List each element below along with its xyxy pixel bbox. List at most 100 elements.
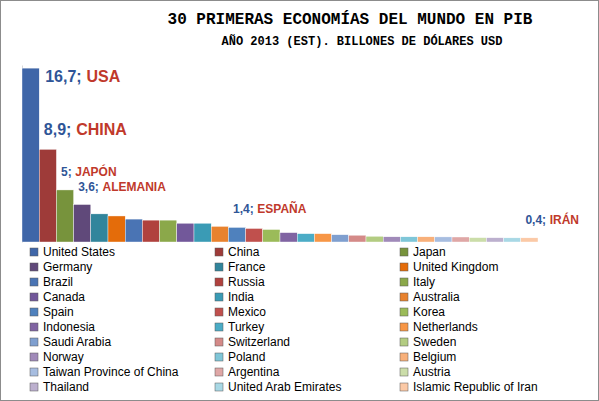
bar: [452, 237, 469, 242]
legend-swatch: [400, 278, 408, 286]
legend-item: Mexico: [215, 305, 266, 319]
legend-swatch: [215, 368, 223, 376]
legend-item: Canada: [30, 290, 85, 304]
legend-swatch: [215, 353, 223, 361]
bar: [228, 227, 245, 242]
legend-swatch: [215, 383, 223, 391]
legend-label: Saudi Arabia: [43, 335, 111, 349]
legend-swatch: [400, 293, 408, 301]
legend-label: Germany: [43, 260, 92, 274]
legend-label: Australia: [413, 290, 460, 304]
legend-label: Japan: [413, 245, 446, 259]
bar: [280, 233, 297, 242]
subtitle: AÑO 2013 (EST). BILLONES DE DÓLARES USD: [222, 34, 503, 49]
legend-label: Argentina: [228, 365, 280, 379]
legend-swatch: [30, 338, 38, 346]
legend-item: China: [215, 245, 260, 259]
value-label: 0,4;: [525, 213, 546, 227]
legend-label: Russia: [228, 275, 265, 289]
annotation: ALEMANIA: [102, 180, 166, 194]
bar: [22, 68, 39, 242]
data-label: 8,9;CHINA: [44, 121, 127, 138]
legend-swatch: [400, 368, 408, 376]
legend-swatch: [215, 278, 223, 286]
legend-swatch: [30, 248, 38, 256]
legend-swatch: [400, 383, 408, 391]
bar: [349, 235, 366, 242]
legend-item: Australia: [400, 290, 460, 304]
bar: [108, 216, 125, 242]
legend-item: Netherlands: [400, 320, 478, 334]
legend-item: Poland: [215, 350, 265, 364]
legend-label: Italy: [413, 275, 435, 289]
bar: [314, 234, 331, 242]
bar: [469, 238, 486, 242]
legend-item: Italy: [400, 275, 435, 289]
value-label: 16,7;: [45, 68, 81, 85]
legend-item: Korea: [400, 305, 445, 319]
bar: [125, 219, 142, 242]
legend-swatch: [30, 383, 38, 391]
bar: [160, 220, 177, 242]
chart: 30 PRIMERAS ECONOMÍAS DEL MUNDO EN PIBAÑ…: [0, 0, 599, 401]
value-label: 1,4;: [233, 202, 254, 216]
legend-swatch: [30, 263, 38, 271]
legend-swatch: [215, 263, 223, 271]
bar: [486, 238, 503, 242]
legend-item: Brazil: [30, 275, 73, 289]
bar: [91, 214, 108, 242]
legend-label: Netherlands: [413, 320, 478, 334]
legend-item: United States: [30, 245, 115, 259]
legend-label: Turkey: [228, 320, 264, 334]
legend-item: Thailand: [30, 380, 89, 394]
value-label: 8,9;: [44, 121, 72, 138]
legend-swatch: [215, 308, 223, 316]
legend: United States China Japan Germany France Unit…: [30, 245, 538, 394]
bar: [74, 205, 91, 242]
legend-swatch: [215, 338, 223, 346]
legend-swatch: [400, 353, 408, 361]
legend-item: Taiwan Province of China: [30, 365, 179, 379]
legend-label: United States: [43, 245, 115, 259]
legend-item: Spain: [30, 305, 74, 319]
bar: [211, 226, 228, 242]
bar: [400, 237, 417, 242]
legend-item: Indonesia: [30, 320, 95, 334]
bar: [332, 235, 349, 242]
legend-item: United Kingdom: [400, 260, 498, 274]
annotation: ESPAÑA: [257, 201, 306, 216]
legend-item: India: [215, 290, 254, 304]
bar: [246, 228, 263, 242]
legend-swatch: [30, 368, 38, 376]
data-label: 5;JAPÓN: [61, 164, 117, 179]
legend-item: Switzerland: [215, 335, 290, 349]
legend-item: Belgium: [400, 350, 456, 364]
bar: [297, 234, 314, 242]
legend-label: Indonesia: [43, 320, 95, 334]
legend-item: Japan: [400, 245, 446, 259]
legend-label: Thailand: [43, 380, 89, 394]
legend-swatch: [30, 323, 38, 331]
legend-item: Russia: [215, 275, 265, 289]
data-label: 0,4;IRÁN: [525, 212, 579, 227]
bars: [22, 68, 538, 242]
legend-label: Sweden: [413, 335, 456, 349]
legend-label: France: [228, 260, 266, 274]
legend-swatch: [400, 263, 408, 271]
legend-swatch: [215, 293, 223, 301]
bar: [383, 237, 400, 242]
legend-item: Germany: [30, 260, 92, 274]
bar: [39, 149, 56, 242]
data-label: 1,4;ESPAÑA: [233, 201, 307, 216]
annotation: USA: [86, 68, 120, 85]
legend-item: Austria: [400, 365, 451, 379]
chart-frame: [1, 1, 599, 401]
legend-swatch: [30, 293, 38, 301]
legend-item: Sweden: [400, 335, 456, 349]
legend-label: Islamic Republic of Iran: [413, 380, 538, 394]
legend-label: India: [228, 290, 254, 304]
legend-swatch: [400, 248, 408, 256]
bar: [521, 238, 538, 242]
data-label: 3,6;ALEMANIA: [78, 180, 166, 194]
bar: [366, 236, 383, 242]
